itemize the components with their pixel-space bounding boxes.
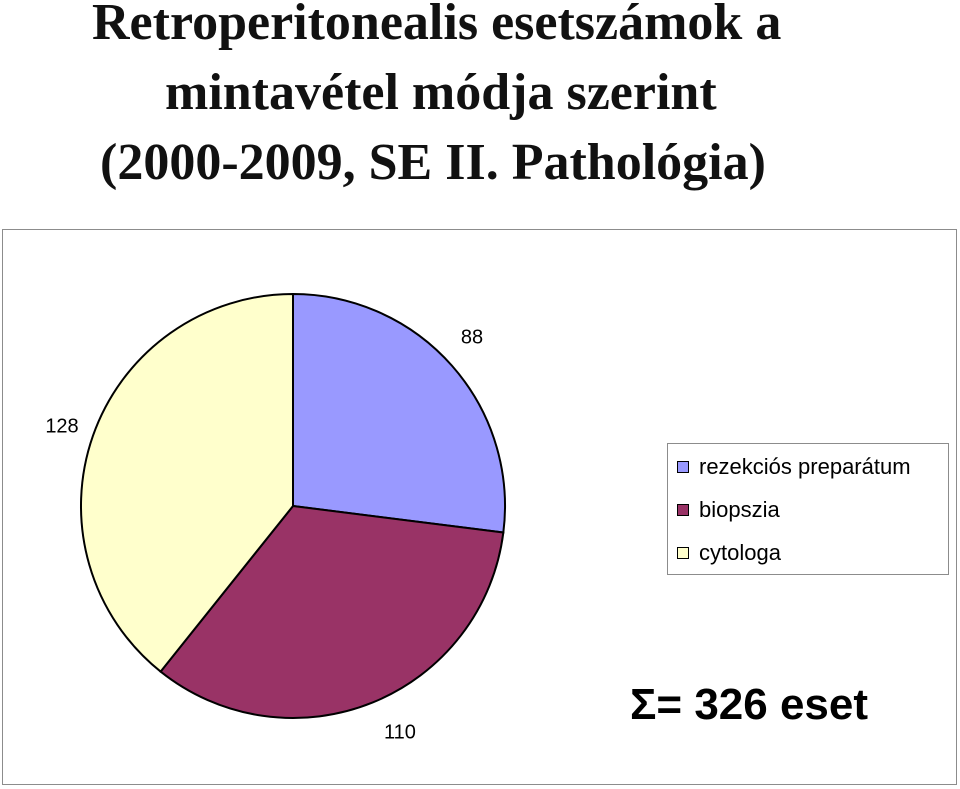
pie-slice-rezekcios xyxy=(292,292,506,534)
legend-label: cytologa xyxy=(699,540,781,565)
title-line-3: (2000-2009, SE II. Pathológia) xyxy=(100,134,766,191)
legend-swatch xyxy=(677,504,689,516)
pie-slice-cytologa xyxy=(79,292,294,673)
data-label-biopszia: 110 xyxy=(384,721,416,743)
legend-item-rezekcios: rezekciós preparátum xyxy=(677,453,911,481)
legend-item-biopszia: biopszia xyxy=(677,496,780,524)
data-label-cytologa: 128 xyxy=(45,415,78,437)
legend-swatch xyxy=(677,547,689,559)
legend-label: biopszia xyxy=(699,497,780,522)
legend-item-cytologa: cytologa xyxy=(677,539,781,567)
title-line-2: mintavétel módja szerint xyxy=(165,64,717,121)
data-label-rezekcios: 88 xyxy=(461,326,483,348)
total-note: Σ= 326 eset xyxy=(630,680,869,729)
legend-label: rezekciós preparátum xyxy=(699,454,911,479)
title-line-1: Retroperitonealis esetszámok a xyxy=(92,0,782,51)
legend: rezekciós preparátum biopszia cytologa xyxy=(667,443,949,575)
legend-swatch xyxy=(677,461,689,473)
chart-area xyxy=(2,229,957,785)
pie-slice-biopszia xyxy=(159,504,505,720)
